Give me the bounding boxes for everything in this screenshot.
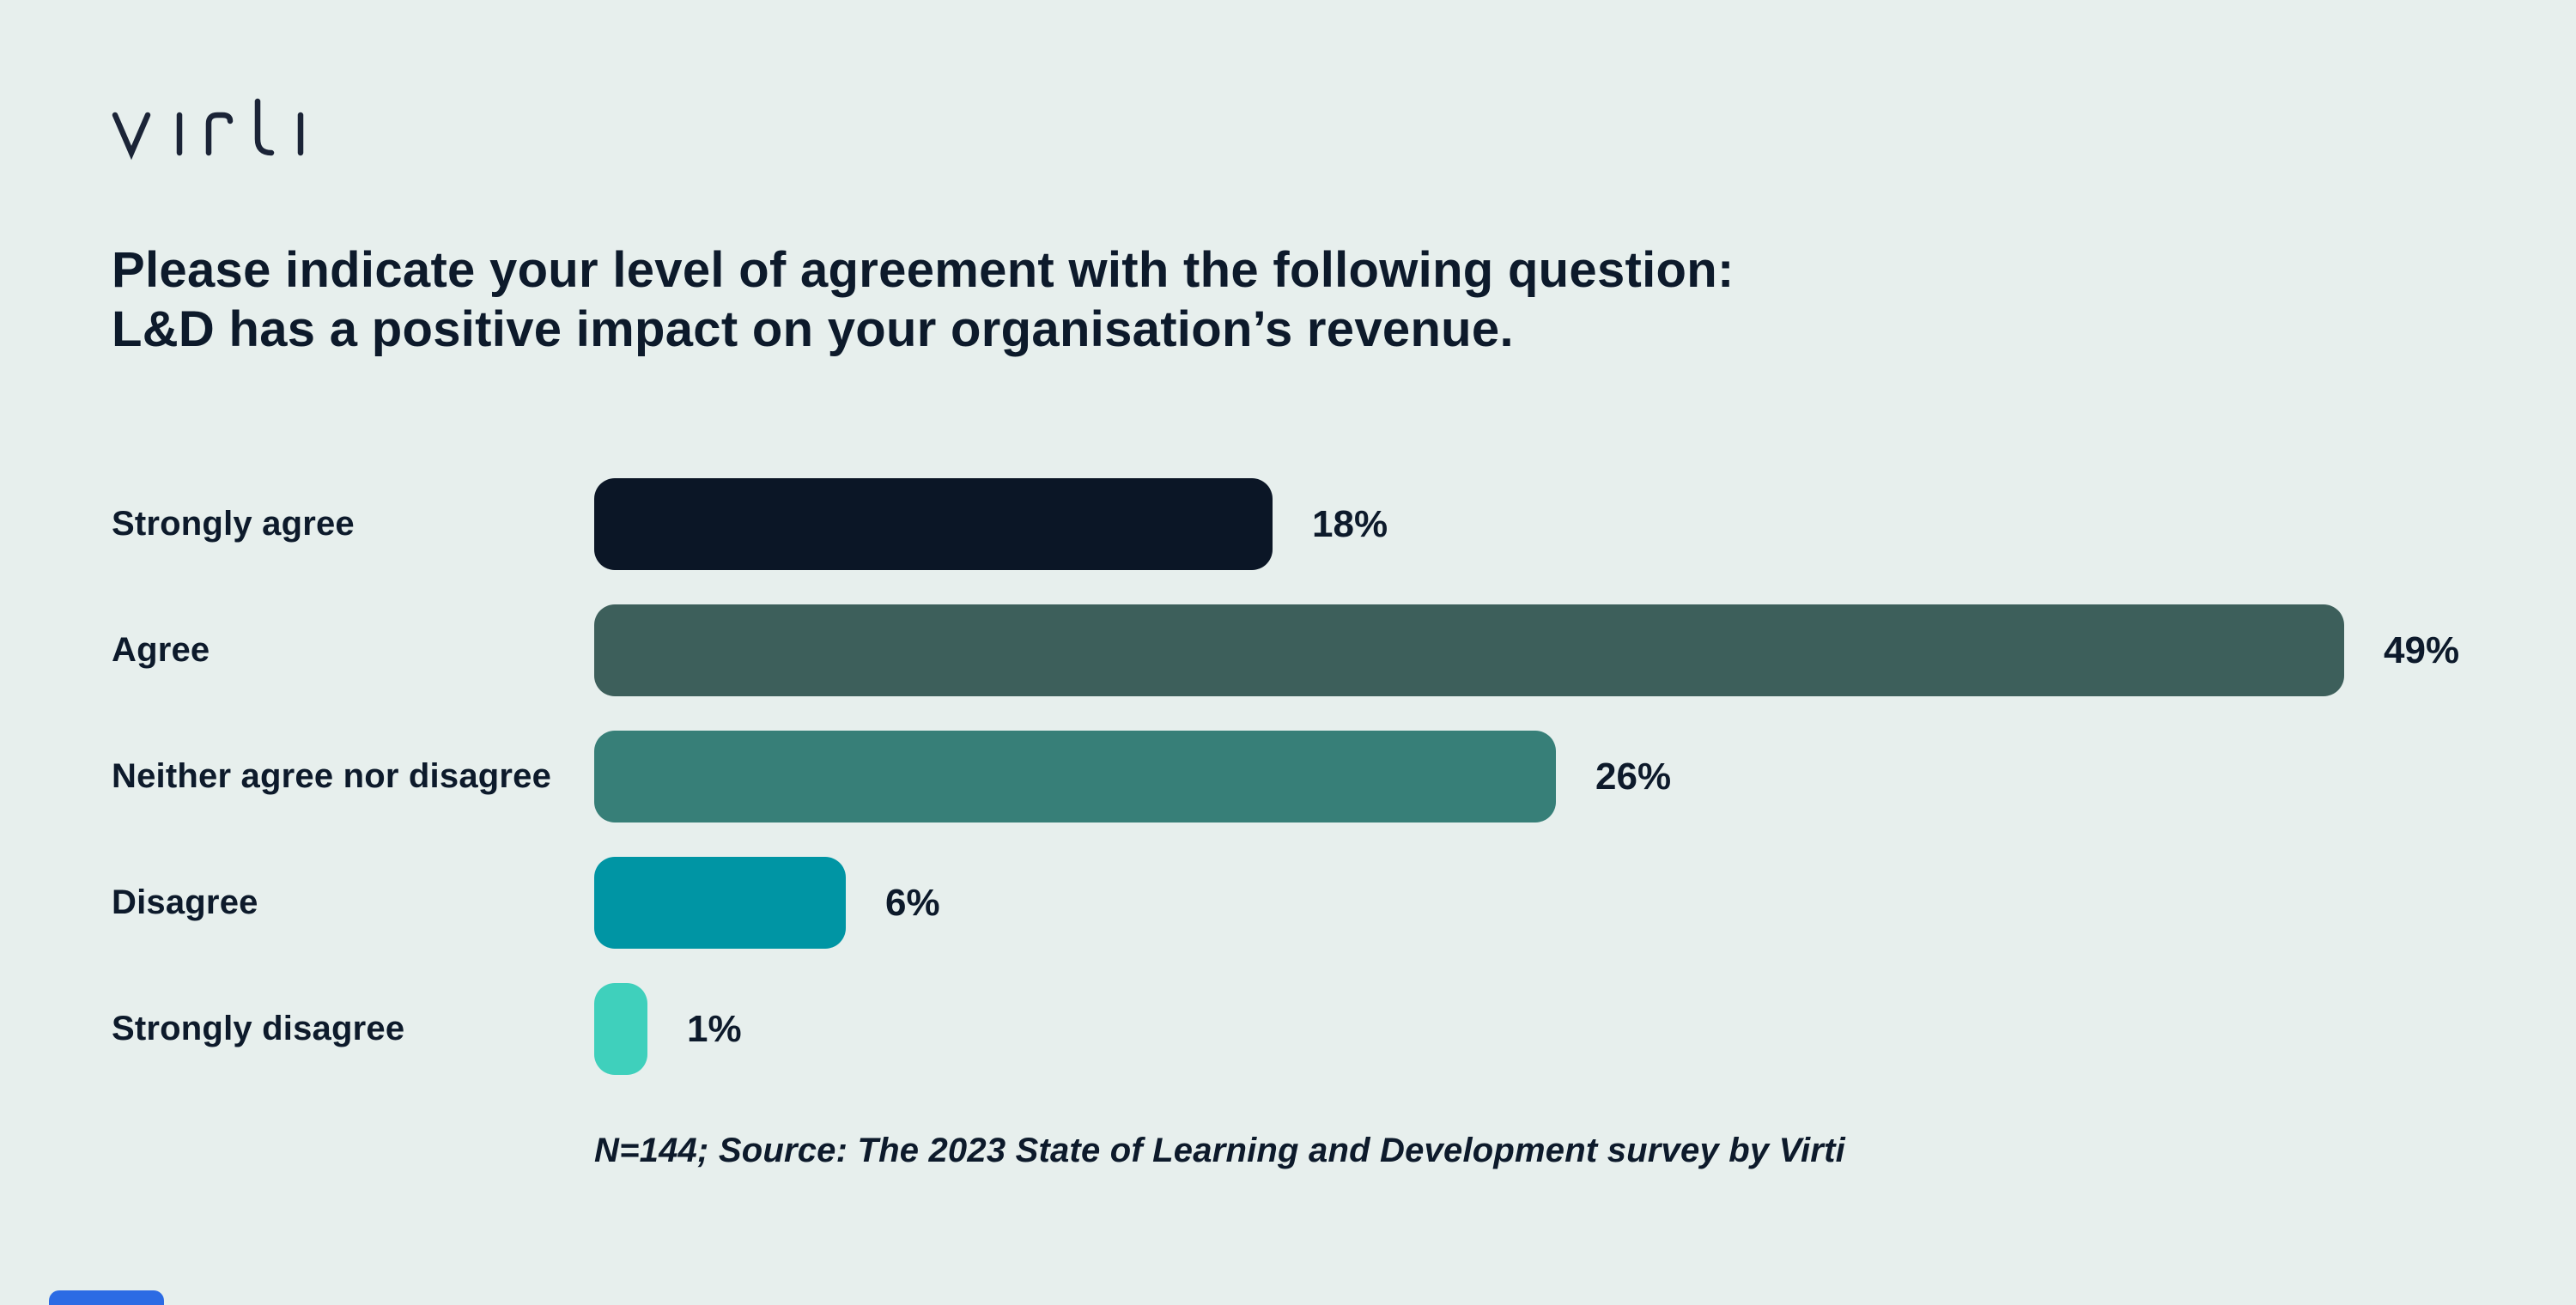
bar-value-label: 49%: [2384, 628, 2460, 671]
category-label: Disagree: [112, 883, 258, 921]
bar-chart: Strongly agree 18% Agree 49% Neither agree n…: [112, 478, 2516, 1109]
bar-strongly-disagree: [594, 983, 647, 1075]
chart-row: Strongly disagree 1%: [112, 983, 2516, 1075]
bar-value-label: 26%: [1595, 755, 1672, 798]
chart-row: Neither agree nor disagree 26%: [112, 731, 2516, 822]
source-note: N=144; Source: The 2023 State of Learnin…: [594, 1132, 1845, 1169]
bar-strongly-agree: [594, 478, 1273, 570]
chart-title-line-2: L&D has a positive impact on your organi…: [112, 301, 1514, 357]
chart-row: Strongly agree 18%: [112, 478, 2516, 570]
virti-logo-icon: [112, 98, 304, 161]
bar-value-label: 6%: [885, 881, 940, 924]
chart-row: Agree 49%: [112, 604, 2516, 696]
bar-value-label: 1%: [687, 1007, 742, 1050]
category-label: Agree: [112, 631, 210, 669]
category-label: Strongly agree: [112, 505, 355, 543]
chart-title-line-1: Please indicate your level of agreement …: [112, 242, 1735, 298]
bar-agree: [594, 604, 2344, 696]
bar-disagree: [594, 857, 846, 949]
bottom-left-accent: [49, 1290, 164, 1305]
bar-neither-agree-nor-disagree: [594, 731, 1556, 822]
category-label: Strongly disagree: [112, 1010, 405, 1047]
category-label: Neither agree nor disagree: [112, 757, 552, 795]
virti-logo: [110, 96, 335, 167]
bar-value-label: 18%: [1312, 502, 1388, 545]
chart-row: Disagree 6%: [112, 857, 2516, 949]
chart-title: Please indicate your level of agreement …: [112, 240, 1735, 359]
